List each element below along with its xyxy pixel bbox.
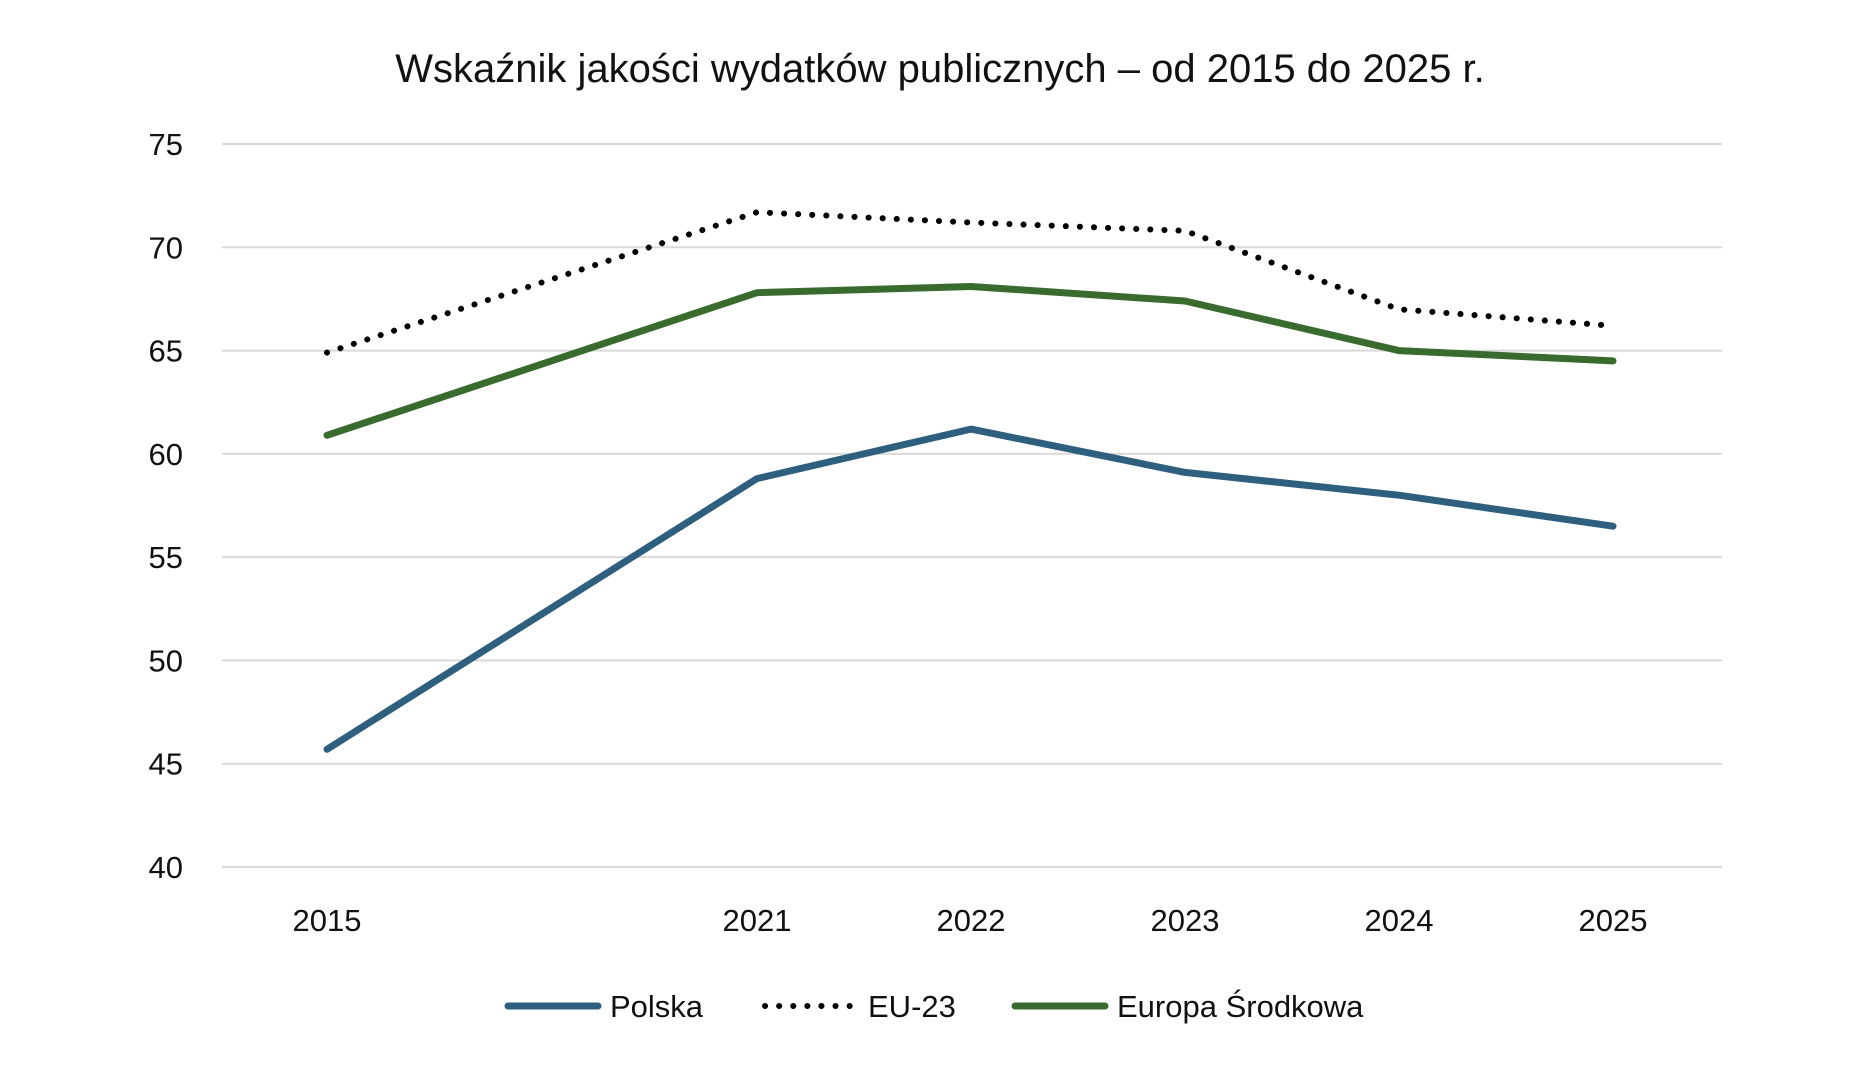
legend-label: Polska [610,989,704,1024]
y-tick-label: 40 [149,850,183,885]
series-line-polska [323,425,1617,753]
y-axis-ticks: 40 45 50 55 60 65 70 75 [149,127,183,885]
y-tick-label: 75 [149,127,183,162]
series-line-europa-rodkowa [323,283,1617,439]
x-tick-label: 2021 [723,903,792,938]
gridlines [222,143,1722,868]
y-tick-label: 65 [149,334,183,369]
legend-label: Europa Środkowa [1117,988,1364,1024]
x-tick-label: 2022 [937,903,1006,938]
chart-title: Wskaźnik jakości wydatków publicznych – … [395,47,1484,91]
legend: Polska EU-23 Europa Środkowa [504,988,1364,1024]
legend-label: EU-23 [868,989,956,1024]
y-tick-label: 60 [149,437,183,472]
y-tick-label: 55 [149,540,183,575]
series-line-eu-23 [324,209,1616,356]
y-tick-label: 50 [149,643,183,678]
y-tick-label: 45 [149,747,183,782]
x-tick-label: 2025 [1579,903,1648,938]
x-tick-label: 2023 [1151,903,1220,938]
x-axis-ticks: 2015 2021 2022 2023 2024 2025 [293,903,1648,938]
y-tick-label: 70 [149,230,183,265]
series-lines [323,209,1617,753]
x-tick-label: 2024 [1365,903,1434,938]
x-tick-label: 2015 [293,903,362,938]
